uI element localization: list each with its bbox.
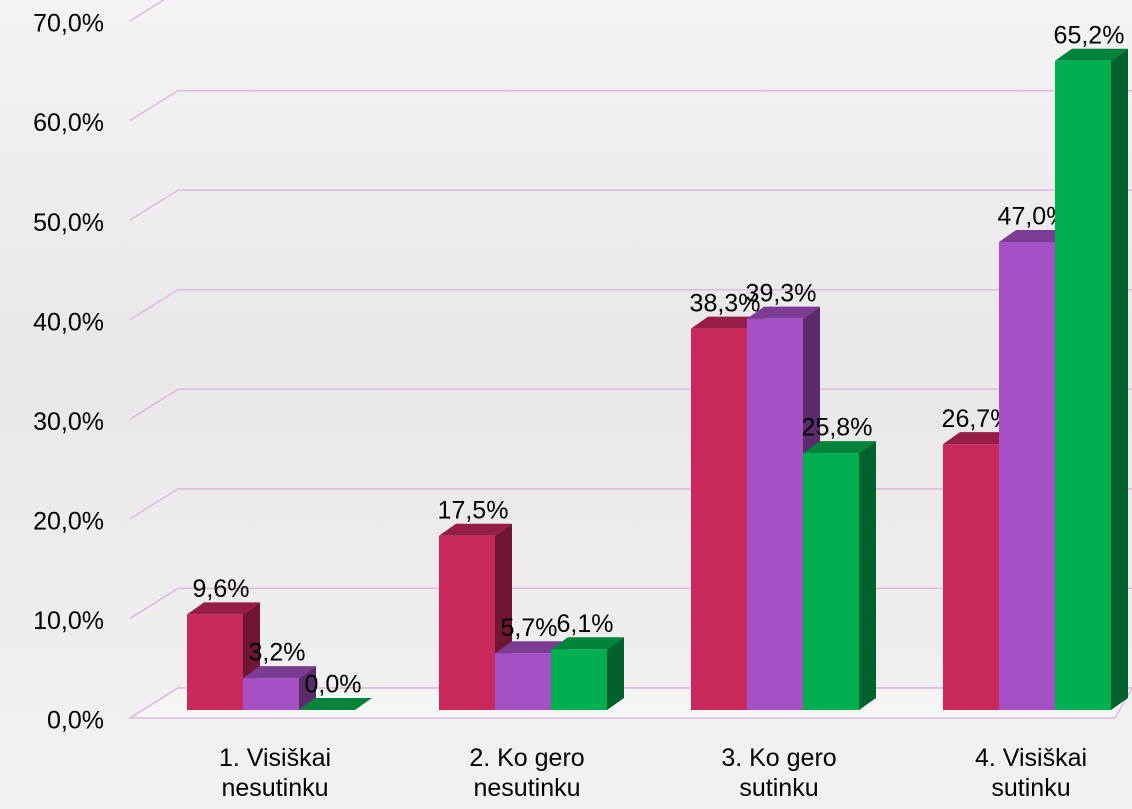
grid-line — [129, 0, 166, 22]
bar-top — [691, 316, 764, 329]
bar — [439, 535, 495, 710]
bar-top — [943, 432, 1016, 445]
value-label: 17,5% — [438, 496, 509, 524]
bar — [747, 318, 803, 710]
bar — [187, 614, 243, 710]
bar — [495, 653, 551, 710]
value-label: 0,0% — [305, 671, 362, 699]
bar-top — [747, 306, 820, 319]
bar-top — [439, 523, 512, 536]
bar-top — [551, 637, 624, 650]
bar-top — [187, 602, 260, 615]
y-tick-label: 30,0% — [33, 408, 104, 436]
bar — [691, 328, 747, 710]
value-label: 9,6% — [193, 575, 250, 603]
y-tick-label: 60,0% — [33, 109, 104, 137]
y-tick-label: 70,0% — [33, 10, 104, 38]
floor — [127, 687, 1132, 719]
x-tick-label: 1. Visiškai nesutinku — [218, 744, 332, 802]
bar-side — [607, 637, 624, 710]
bar-top — [803, 441, 876, 454]
value-label: 38,3% — [690, 289, 761, 317]
bar-side — [1111, 48, 1128, 710]
value-label: 65,2% — [1054, 21, 1125, 49]
bar — [1055, 60, 1111, 710]
grid-line — [129, 89, 1132, 122]
x-tick-label: 3. Ko gero sutinku — [721, 744, 837, 802]
y-tick-label: 20,0% — [33, 507, 104, 535]
value-label: 39,3% — [746, 279, 817, 307]
bar — [999, 242, 1055, 710]
y-tick-label: 10,0% — [33, 607, 104, 635]
bar-top — [1055, 48, 1128, 61]
value-label: 6,1% — [557, 610, 614, 638]
y-tick-label: 40,0% — [33, 308, 104, 336]
bar-top — [299, 698, 372, 710]
x-tick-label: 2. Ko gero nesutinku — [469, 744, 585, 802]
grid-line — [129, 288, 1132, 321]
bar-top — [495, 641, 568, 654]
value-label: 25,8% — [802, 414, 873, 442]
x-tick-label: 4. Visiškai sutinku — [974, 744, 1088, 802]
bar — [243, 678, 299, 710]
grid-line — [129, 189, 1132, 221]
bar — [551, 649, 607, 710]
bar — [943, 444, 999, 710]
bar-top — [243, 666, 316, 679]
value-label: 5,7% — [501, 614, 558, 642]
y-tick-label: 50,0% — [33, 209, 104, 237]
bar — [803, 453, 859, 710]
value-label: 3,2% — [249, 639, 306, 667]
bar-side — [299, 666, 316, 710]
y-tick-label: 0,0% — [47, 707, 104, 735]
bar-top — [999, 230, 1072, 243]
bar-side — [859, 441, 876, 710]
